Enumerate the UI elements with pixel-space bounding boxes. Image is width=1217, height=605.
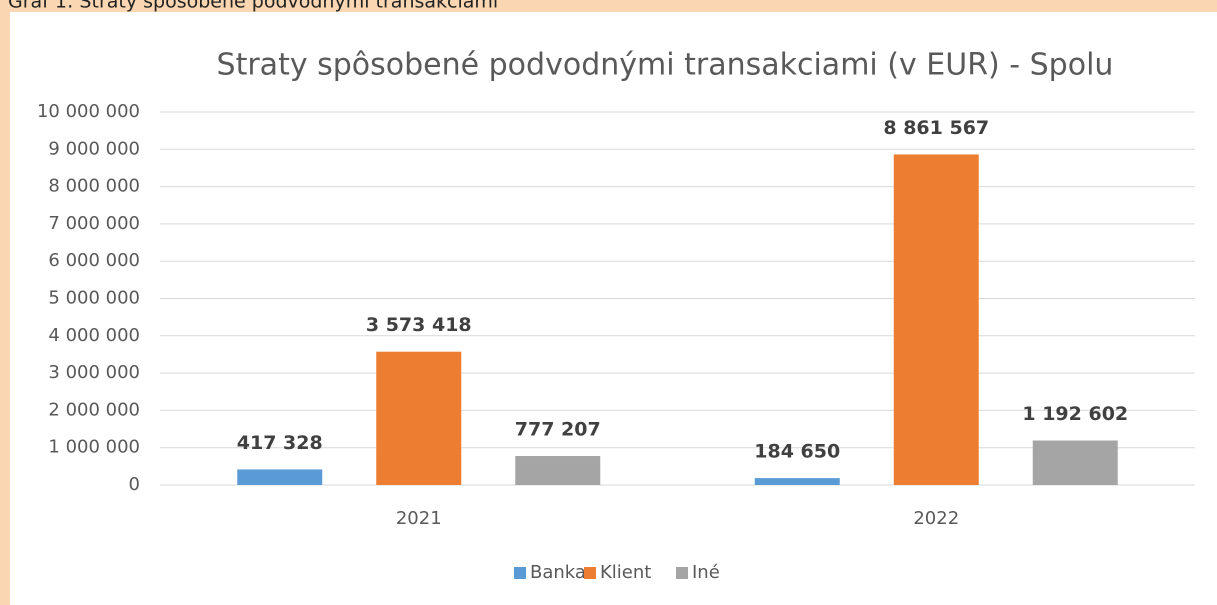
x-tick-label: 2021 — [396, 508, 442, 529]
y-tick-label: 5 000 000 — [48, 288, 140, 309]
value-label: 3 573 418 — [366, 314, 472, 336]
bar — [893, 154, 979, 485]
caption: Graf 1: Straty spôsobené podvodnými tran… — [8, 0, 498, 13]
value-label: 417 328 — [237, 432, 323, 454]
bar — [515, 456, 601, 485]
legend-swatch — [584, 567, 596, 579]
y-tick-label: 7 000 000 — [48, 213, 140, 234]
y-tick-label: 0 — [129, 474, 140, 495]
legend-label: Iné — [692, 562, 720, 583]
legend-swatch — [676, 567, 688, 579]
bar — [754, 478, 840, 485]
y-tick-label: 4 000 000 — [48, 325, 140, 346]
y-tick-label: 3 000 000 — [48, 362, 140, 383]
y-tick-label: 8 000 000 — [48, 176, 140, 197]
value-label: 777 207 — [515, 419, 601, 441]
legend-swatch — [514, 567, 526, 579]
bar — [237, 469, 323, 485]
chart-area — [10, 12, 1217, 605]
value-label: 1 192 602 — [1022, 403, 1128, 425]
x-tick-label: 2022 — [913, 508, 959, 529]
bar — [1032, 440, 1118, 485]
y-tick-label: 1 000 000 — [48, 437, 140, 458]
value-label: 184 650 — [754, 441, 840, 463]
y-tick-label: 10 000 000 — [37, 101, 140, 122]
chart-title: Straty spôsobené podvodnými transakciami… — [217, 48, 1114, 83]
y-tick-label: 6 000 000 — [48, 250, 140, 271]
y-tick-label: 2 000 000 — [48, 399, 140, 420]
value-label: 8 861 567 — [883, 117, 989, 139]
legend-label: Klient — [600, 562, 651, 583]
y-tick-label: 9 000 000 — [48, 138, 140, 159]
bar — [376, 351, 462, 485]
legend-label: Banka — [530, 562, 586, 583]
